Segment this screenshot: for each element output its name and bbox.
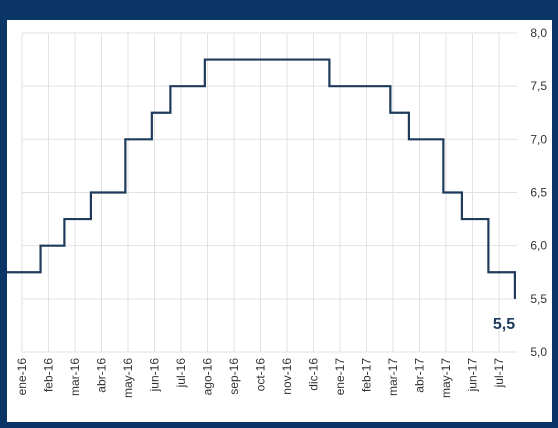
end-value-label: 5,5 [493, 316, 515, 333]
x-tick-label: jul-17 [492, 358, 506, 389]
x-tick-label: jun-16 [148, 358, 162, 393]
x-tick-label: may-16 [121, 358, 135, 398]
grid [21, 32, 517, 353]
chart-panel: 5,0 5,5 6,0 6,5 7,0 7,5 8,0 ene-16 feb-16 mar-16… [7, 20, 552, 422]
step-line-chart: 5,0 5,5 6,0 6,5 7,0 7,5 8,0 ene-16 feb-16 mar-16… [7, 26, 547, 398]
y-tick-label: 7,0 [530, 132, 547, 146]
x-tick-label: abr-17 [413, 358, 427, 393]
series-line [7, 58, 516, 299]
y-tick-label: 6,5 [530, 186, 547, 200]
x-tick-label: dic-16 [307, 358, 321, 391]
x-tick-label: mar-17 [386, 358, 400, 396]
x-tick-label: feb-17 [360, 358, 374, 392]
x-tick-label: ene-16 [15, 358, 29, 396]
x-tick-label: jun-17 [466, 358, 480, 393]
y-tick-label: 8,0 [530, 26, 547, 40]
x-tick-label: ago-16 [201, 358, 215, 396]
x-tick-label: mar-16 [68, 358, 82, 396]
y-tick-label: 5,0 [530, 345, 547, 359]
x-tick-label: may-17 [439, 358, 453, 398]
x-tick-label: ene-17 [333, 358, 347, 396]
x-tick-label: abr-16 [95, 358, 109, 393]
x-tick-label: oct-16 [254, 358, 268, 392]
x-tick-label: nov-16 [280, 358, 294, 395]
series-group [7, 58, 516, 299]
x-tick-label: feb-16 [42, 358, 56, 392]
y-tick-label: 7,5 [530, 79, 547, 93]
x-axis: ene-16 feb-16 mar-16 abr-16 may-16 jun-16 jul-… [15, 358, 506, 398]
y-axis: 5,0 5,5 6,0 6,5 7,0 7,5 8,0 [530, 26, 547, 359]
y-tick-label: 6,0 [530, 239, 547, 253]
y-tick-label: 5,5 [530, 292, 547, 306]
x-tick-label: sep-16 [227, 358, 241, 395]
x-tick-label: jul-16 [174, 358, 188, 389]
